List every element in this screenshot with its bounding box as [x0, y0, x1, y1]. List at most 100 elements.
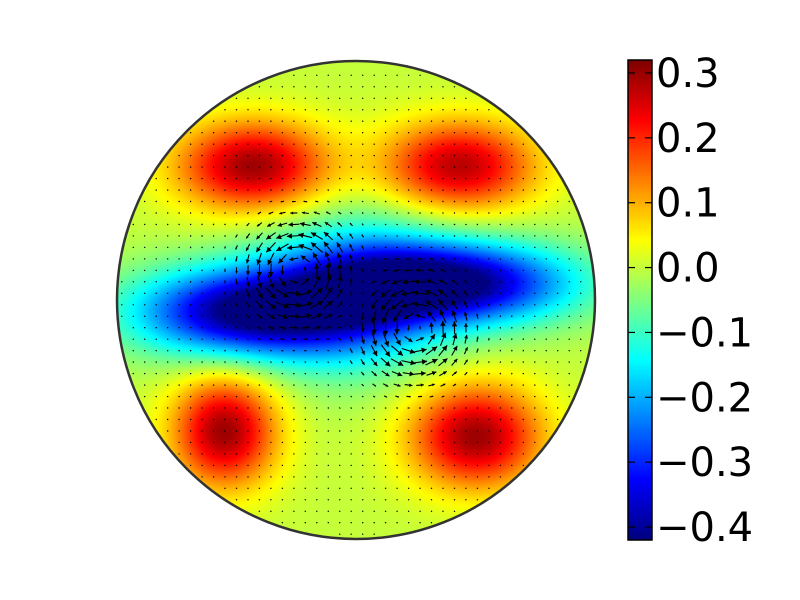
quiver-arrow [201, 166, 203, 168]
quiver-arrow [476, 487, 479, 489]
quiver-arrow [312, 275, 321, 289]
quiver-arrow [427, 333, 436, 345]
quiver-arrow [245, 289, 251, 298]
quiver-arrow [476, 453, 479, 455]
quiver-arrow [224, 212, 226, 214]
quiver-arrow [476, 200, 479, 203]
quiver-arrow [430, 143, 433, 145]
quiver-arrow [201, 338, 203, 340]
quiver-arrow [487, 246, 490, 249]
quiver-arrow [545, 372, 547, 375]
quiver-arrow [453, 257, 456, 260]
quiver-arrow [245, 233, 251, 239]
quiver-arrow [390, 358, 404, 367]
quiver-arrow [144, 292, 146, 294]
quiver-arrow [557, 338, 559, 340]
quiver-arrow [407, 522, 410, 524]
quiver-arrow [465, 166, 467, 168]
quiver-arrow [545, 407, 547, 409]
quiver-arrow [580, 292, 582, 294]
quiver-arrow [293, 510, 295, 512]
quiver-arrow [235, 120, 238, 122]
quiver-arrow [258, 510, 261, 512]
quiver-arrow [327, 132, 329, 134]
quiver-arrow [235, 384, 238, 386]
quiver-arrow [224, 464, 226, 467]
quiver-arrow [522, 166, 524, 168]
quiver-arrow [224, 395, 226, 398]
quiver-arrow [276, 313, 289, 320]
quiver-arrow [235, 476, 238, 478]
quiver-arrow [488, 212, 490, 214]
quiver-arrow [281, 453, 284, 455]
quiver-arrow [545, 304, 547, 306]
quiver-arrow [339, 74, 341, 77]
quiver-arrow [557, 327, 559, 329]
quiver-arrow [275, 301, 290, 309]
quiver-arrow [338, 372, 341, 375]
quiver-arrow [384, 212, 387, 214]
quiver-arrow [178, 258, 180, 260]
quiver-arrow [336, 288, 343, 299]
quiver-arrow [304, 453, 306, 455]
quiver-arrow [178, 212, 180, 214]
quiver-arrow [212, 418, 215, 421]
quiver-arrow [201, 143, 203, 145]
quiver-arrow [316, 464, 318, 467]
quiver-arrow [361, 256, 365, 262]
quiver-arrow [155, 338, 157, 340]
quiver-arrow [121, 292, 123, 294]
quiver-arrow [258, 430, 261, 432]
quiver-arrow [396, 487, 398, 489]
colorbar-tick-label: 0.3 [656, 51, 720, 97]
quiver-arrow [419, 200, 421, 203]
quiver-arrow [568, 338, 570, 340]
quiver-arrow [350, 177, 353, 180]
quiver-arrow [224, 326, 226, 329]
quiver-arrow [534, 384, 536, 386]
quiver-arrow [453, 109, 456, 111]
quiver-arrow [286, 233, 301, 239]
quiver-arrow [384, 120, 387, 122]
quiver-arrow [453, 223, 456, 226]
quiver-arrow [327, 86, 329, 88]
quiver-arrow [201, 441, 203, 444]
quiver-arrow [373, 430, 376, 432]
quiver-arrow [338, 177, 341, 180]
quiver-arrow [337, 326, 342, 329]
quiver-arrow [235, 154, 238, 157]
quiver-arrow [144, 269, 146, 272]
quiver-arrow [442, 200, 444, 203]
quiver-arrow [235, 290, 238, 296]
quiver-arrow [155, 200, 157, 203]
quiver-arrow [299, 221, 311, 227]
quiver-arrow [132, 304, 134, 306]
quiver-arrow [396, 143, 398, 145]
quiver-arrow [270, 499, 272, 501]
quiver-arrow [212, 212, 215, 214]
quiver-arrow [476, 395, 479, 398]
quiver-arrow [488, 109, 490, 111]
quiver-arrow [291, 200, 296, 203]
quiver-arrow [465, 154, 467, 157]
quiver-arrow [281, 499, 284, 501]
quiver-arrow [442, 177, 444, 180]
quiver-arrow [339, 464, 341, 467]
quiver-arrow [266, 222, 275, 227]
quiver-arrow [224, 166, 226, 168]
quiver-arrow [407, 476, 410, 478]
quiver-arrow [189, 327, 192, 329]
quiver-arrow [382, 269, 389, 272]
quiver-arrow [407, 200, 410, 203]
quiver-arrow [281, 86, 284, 88]
quiver-arrow [362, 143, 364, 145]
colorbar-tick-label: −0.2 [656, 375, 753, 421]
quiver-arrow [224, 143, 226, 145]
quiver-arrow [362, 74, 364, 77]
quiver-arrow [373, 74, 375, 77]
quiver-arrow [534, 292, 536, 294]
quiver-arrow [450, 289, 459, 298]
quiver-arrow [407, 154, 410, 157]
quiver-arrow [465, 200, 467, 203]
quiver-arrow [568, 269, 570, 272]
